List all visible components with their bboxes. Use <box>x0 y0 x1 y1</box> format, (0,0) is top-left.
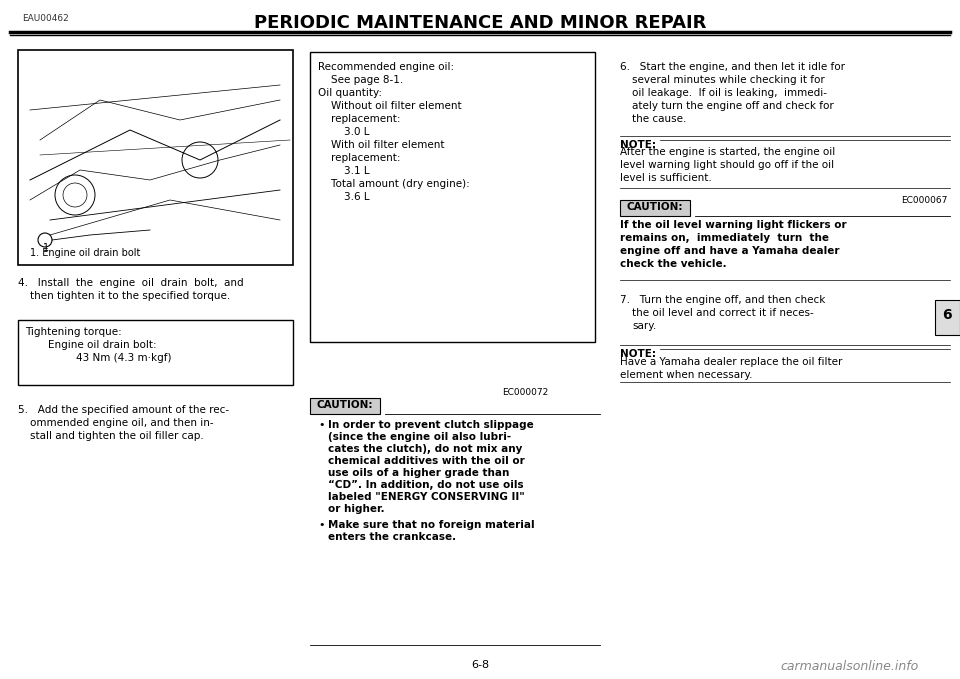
Text: or higher.: or higher. <box>328 504 385 514</box>
Text: After the engine is started, the engine oil: After the engine is started, the engine … <box>620 147 835 157</box>
Text: Tightening torque:: Tightening torque: <box>25 327 122 337</box>
Text: replacement:: replacement: <box>318 153 400 163</box>
Text: Make sure that no foreign material: Make sure that no foreign material <box>328 520 535 530</box>
Text: chemical additives with the oil or: chemical additives with the oil or <box>328 456 525 466</box>
Text: Have a Yamaha dealer replace the oil filter: Have a Yamaha dealer replace the oil fil… <box>620 357 842 367</box>
Text: element when necessary.: element when necessary. <box>620 370 753 380</box>
Bar <box>18 320 293 385</box>
Text: stall and tighten the oil filler cap.: stall and tighten the oil filler cap. <box>30 431 204 441</box>
Text: 43 Nm (4.3 m·kgf): 43 Nm (4.3 m·kgf) <box>50 353 172 363</box>
Text: •: • <box>318 420 324 430</box>
Text: In order to prevent clutch slippage: In order to prevent clutch slippage <box>328 420 534 430</box>
Bar <box>935 300 960 335</box>
Text: 6: 6 <box>942 308 951 322</box>
Text: With oil filter element: With oil filter element <box>318 140 444 150</box>
Text: CAUTION:: CAUTION: <box>317 400 373 410</box>
Text: PERIODIC MAINTENANCE AND MINOR REPAIR: PERIODIC MAINTENANCE AND MINOR REPAIR <box>253 14 707 32</box>
Text: Recommended engine oil:: Recommended engine oil: <box>318 62 454 72</box>
Text: ately turn the engine off and check for: ately turn the engine off and check for <box>632 101 833 111</box>
Text: 1: 1 <box>43 243 49 253</box>
Text: cates the clutch), do not mix any: cates the clutch), do not mix any <box>328 444 522 454</box>
Text: 3.6 L: 3.6 L <box>318 192 370 202</box>
Text: EC000072: EC000072 <box>502 388 548 397</box>
Text: EAU00462: EAU00462 <box>22 14 69 23</box>
Text: remains on,  immediately  turn  the: remains on, immediately turn the <box>620 233 829 243</box>
Text: sary.: sary. <box>632 321 657 331</box>
Bar <box>310 52 595 342</box>
Text: oil leakage.  If oil is leaking,  immedi-: oil leakage. If oil is leaking, immedi- <box>632 88 827 98</box>
Text: See page 8-1.: See page 8-1. <box>318 75 403 85</box>
Text: carmanualsonline.info: carmanualsonline.info <box>780 660 919 673</box>
Text: 6.   Start the engine, and then let it idle for: 6. Start the engine, and then let it idl… <box>620 62 845 72</box>
Text: check the vehicle.: check the vehicle. <box>620 259 727 269</box>
Text: CAUTION:: CAUTION: <box>627 202 684 212</box>
Text: level warning light should go off if the oil: level warning light should go off if the… <box>620 160 834 170</box>
Text: “CD”. In addition, do not use oils: “CD”. In addition, do not use oils <box>328 480 523 490</box>
Text: 7.   Turn the engine off, and then check: 7. Turn the engine off, and then check <box>620 295 826 305</box>
Text: Oil quantity:: Oil quantity: <box>318 88 382 98</box>
Text: use oils of a higher grade than: use oils of a higher grade than <box>328 468 510 478</box>
Text: ommended engine oil, and then in-: ommended engine oil, and then in- <box>30 418 214 428</box>
Text: (since the engine oil also lubri-: (since the engine oil also lubri- <box>328 432 511 442</box>
Text: 6-8: 6-8 <box>471 660 489 670</box>
Text: Total amount (dry engine):: Total amount (dry engine): <box>318 179 469 189</box>
Text: the oil level and correct it if neces-: the oil level and correct it if neces- <box>632 308 814 318</box>
Text: NOTE:: NOTE: <box>620 140 656 150</box>
Text: several minutes while checking it for: several minutes while checking it for <box>632 75 825 85</box>
Text: Engine oil drain bolt:: Engine oil drain bolt: <box>35 340 156 350</box>
Text: NOTE:: NOTE: <box>620 349 656 359</box>
Text: level is sufficient.: level is sufficient. <box>620 173 711 183</box>
Text: then tighten it to the specified torque.: then tighten it to the specified torque. <box>30 291 230 301</box>
Text: 3.0 L: 3.0 L <box>318 127 370 137</box>
Bar <box>310 398 380 414</box>
Text: 3.1 L: 3.1 L <box>318 166 370 176</box>
Text: •: • <box>318 520 324 530</box>
Bar <box>620 200 690 216</box>
Text: 5.   Add the specified amount of the rec-: 5. Add the specified amount of the rec- <box>18 405 229 415</box>
Text: If the oil level warning light flickers or: If the oil level warning light flickers … <box>620 220 847 230</box>
Text: enters the crankcase.: enters the crankcase. <box>328 532 456 542</box>
Bar <box>18 50 293 265</box>
Text: the cause.: the cause. <box>632 114 686 124</box>
Text: replacement:: replacement: <box>318 114 400 124</box>
Text: 1. Engine oil drain bolt: 1. Engine oil drain bolt <box>30 248 140 258</box>
Text: 4.   Install  the  engine  oil  drain  bolt,  and: 4. Install the engine oil drain bolt, an… <box>18 278 244 288</box>
Text: EC000067: EC000067 <box>901 196 948 205</box>
Text: engine off and have a Yamaha dealer: engine off and have a Yamaha dealer <box>620 246 839 256</box>
Text: labeled "ENERGY CONSERVING II": labeled "ENERGY CONSERVING II" <box>328 492 525 502</box>
Text: Without oil filter element: Without oil filter element <box>318 101 462 111</box>
